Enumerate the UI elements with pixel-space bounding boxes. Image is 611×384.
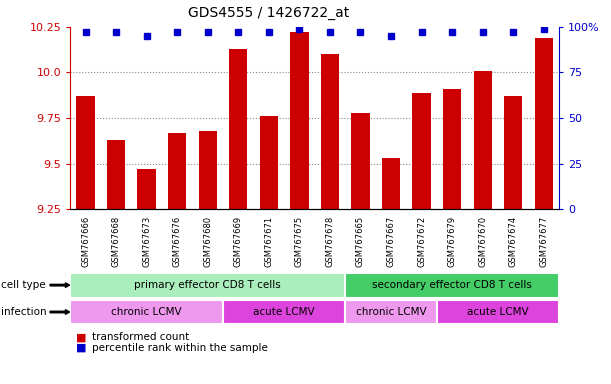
Bar — [290, 32, 309, 209]
Bar — [70, 300, 223, 324]
Bar — [443, 89, 461, 209]
Text: GSM767676: GSM767676 — [173, 216, 181, 267]
Text: GSM767673: GSM767673 — [142, 216, 151, 267]
Text: GSM767672: GSM767672 — [417, 216, 426, 267]
Bar — [535, 38, 553, 209]
Bar — [437, 300, 559, 324]
Text: GDS4555 / 1426722_at: GDS4555 / 1426722_at — [188, 6, 349, 20]
Text: GSM767674: GSM767674 — [509, 216, 518, 267]
Bar — [260, 116, 278, 209]
Bar — [345, 300, 437, 324]
Text: GSM767668: GSM767668 — [112, 216, 120, 267]
Bar — [351, 113, 370, 209]
Bar — [474, 71, 492, 209]
Text: GSM767669: GSM767669 — [234, 216, 243, 267]
Text: transformed count: transformed count — [92, 332, 189, 342]
Text: GSM767665: GSM767665 — [356, 216, 365, 267]
Text: GSM767675: GSM767675 — [295, 216, 304, 267]
Bar — [504, 96, 522, 209]
Bar — [137, 169, 156, 209]
Bar — [229, 49, 247, 209]
Bar — [382, 158, 400, 209]
Bar — [76, 96, 95, 209]
Text: infection: infection — [1, 307, 47, 317]
Text: GSM767670: GSM767670 — [478, 216, 487, 267]
Text: GSM767679: GSM767679 — [448, 216, 456, 267]
Bar — [168, 132, 186, 209]
Text: cell type: cell type — [1, 280, 46, 290]
Text: percentile rank within the sample: percentile rank within the sample — [92, 343, 268, 353]
Text: GSM767667: GSM767667 — [387, 216, 395, 267]
Bar — [199, 131, 217, 209]
Text: secondary effector CD8 T cells: secondary effector CD8 T cells — [372, 280, 532, 290]
Bar — [412, 93, 431, 209]
Text: GSM767666: GSM767666 — [81, 216, 90, 267]
Text: GSM767678: GSM767678 — [326, 216, 334, 267]
Text: chronic LCMV: chronic LCMV — [111, 307, 182, 317]
Text: acute LCMV: acute LCMV — [254, 307, 315, 317]
Text: GSM767677: GSM767677 — [540, 216, 548, 267]
Text: ■: ■ — [76, 343, 87, 353]
Text: ■: ■ — [76, 332, 87, 342]
Text: acute LCMV: acute LCMV — [467, 307, 529, 317]
Text: GSM767680: GSM767680 — [203, 216, 212, 267]
Text: chronic LCMV: chronic LCMV — [356, 307, 426, 317]
Bar — [223, 300, 345, 324]
Bar — [321, 54, 339, 209]
Bar — [70, 273, 345, 298]
Bar — [107, 140, 125, 209]
Bar — [345, 273, 559, 298]
Text: primary effector CD8 T cells: primary effector CD8 T cells — [134, 280, 281, 290]
Text: GSM767671: GSM767671 — [265, 216, 273, 267]
